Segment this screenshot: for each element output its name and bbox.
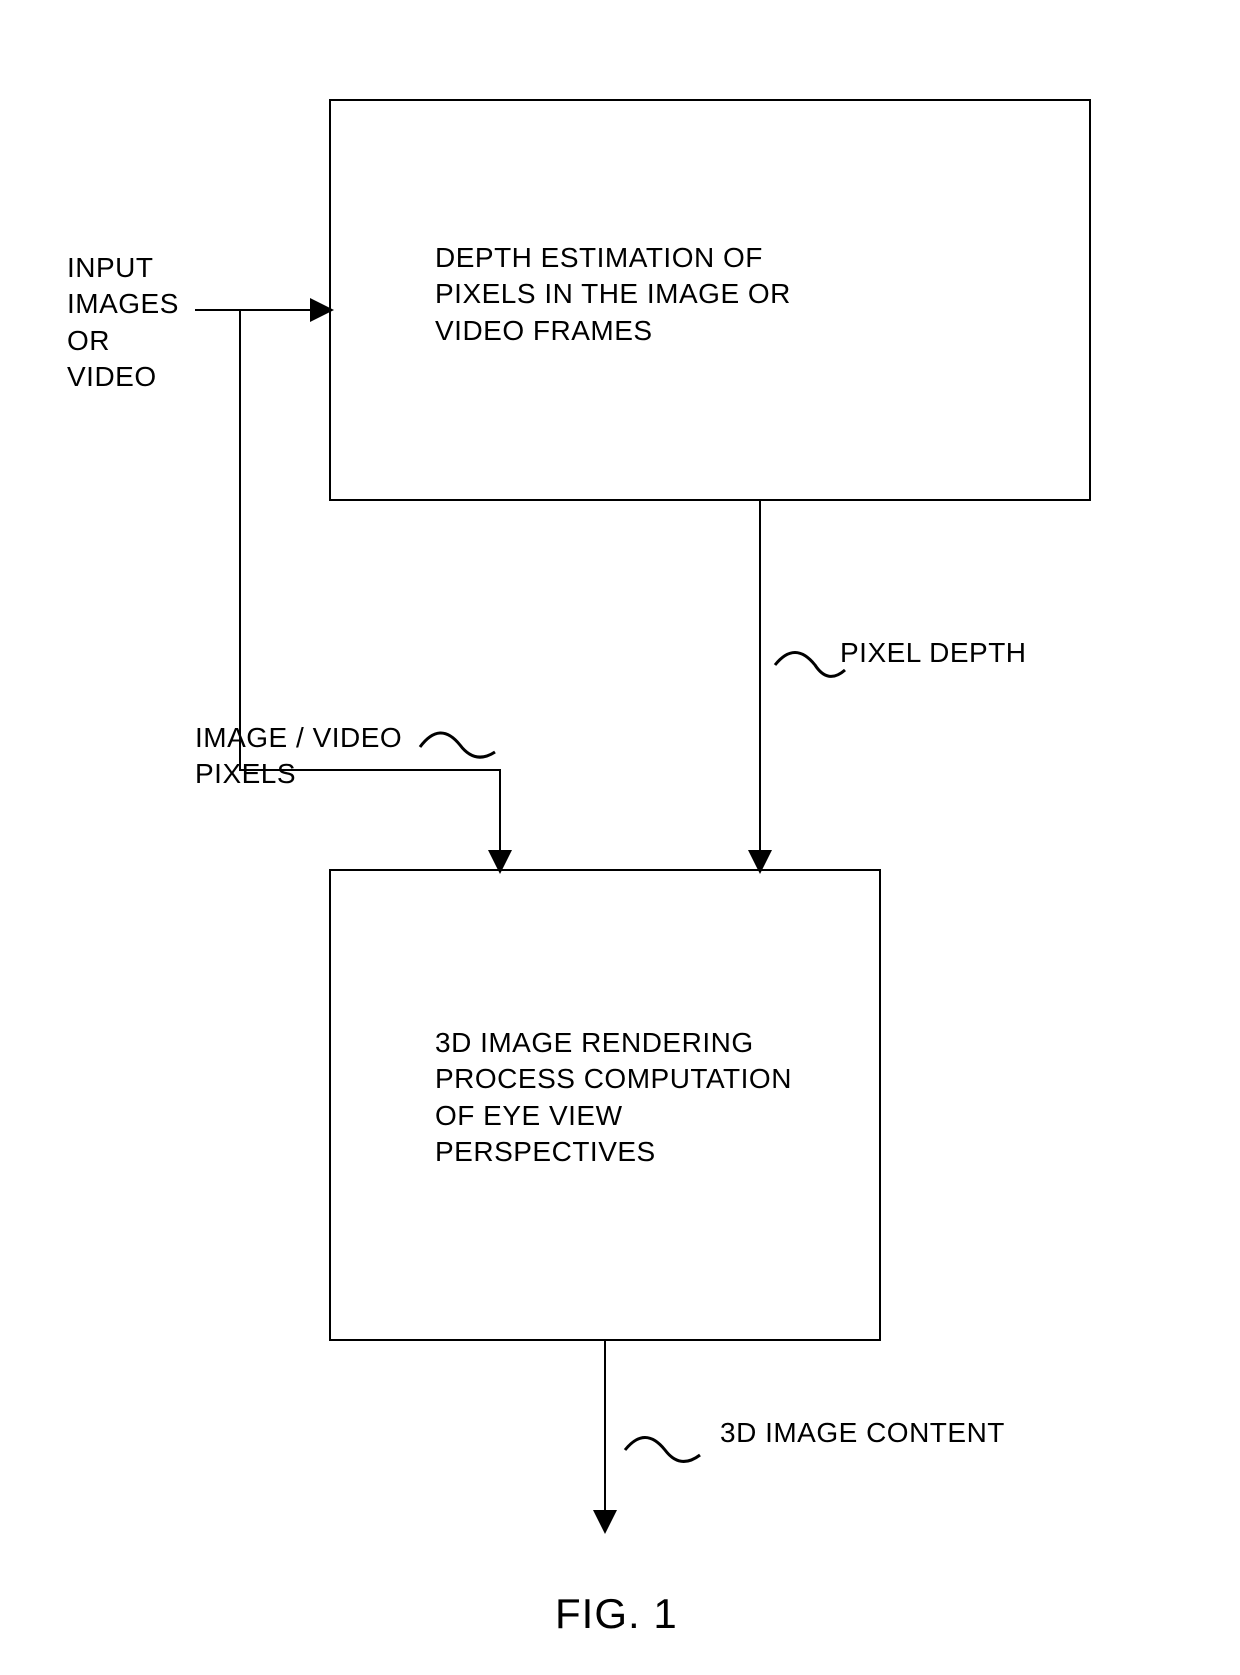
pixel-depth-label: PIXEL DEPTH [840, 635, 1060, 671]
input-label: INPUT IMAGES OR VIDEO [67, 250, 207, 396]
squiggle-image-video-pixels [420, 733, 495, 757]
image-video-pixels-label: IMAGE / VIDEO PIXELS [195, 720, 425, 793]
squiggle-output [625, 1438, 700, 1462]
rendering-text: 3D IMAGE RENDERING PROCESS COMPUTATION O… [435, 1025, 805, 1171]
depth-estimation-text: DEPTH ESTIMATION OF PIXELS IN THE IMAGE … [435, 240, 835, 349]
squiggle-pixel-depth [775, 653, 845, 677]
figure-caption: FIG. 1 [555, 1590, 678, 1638]
output-label: 3D IMAGE CONTENT [720, 1415, 1020, 1451]
